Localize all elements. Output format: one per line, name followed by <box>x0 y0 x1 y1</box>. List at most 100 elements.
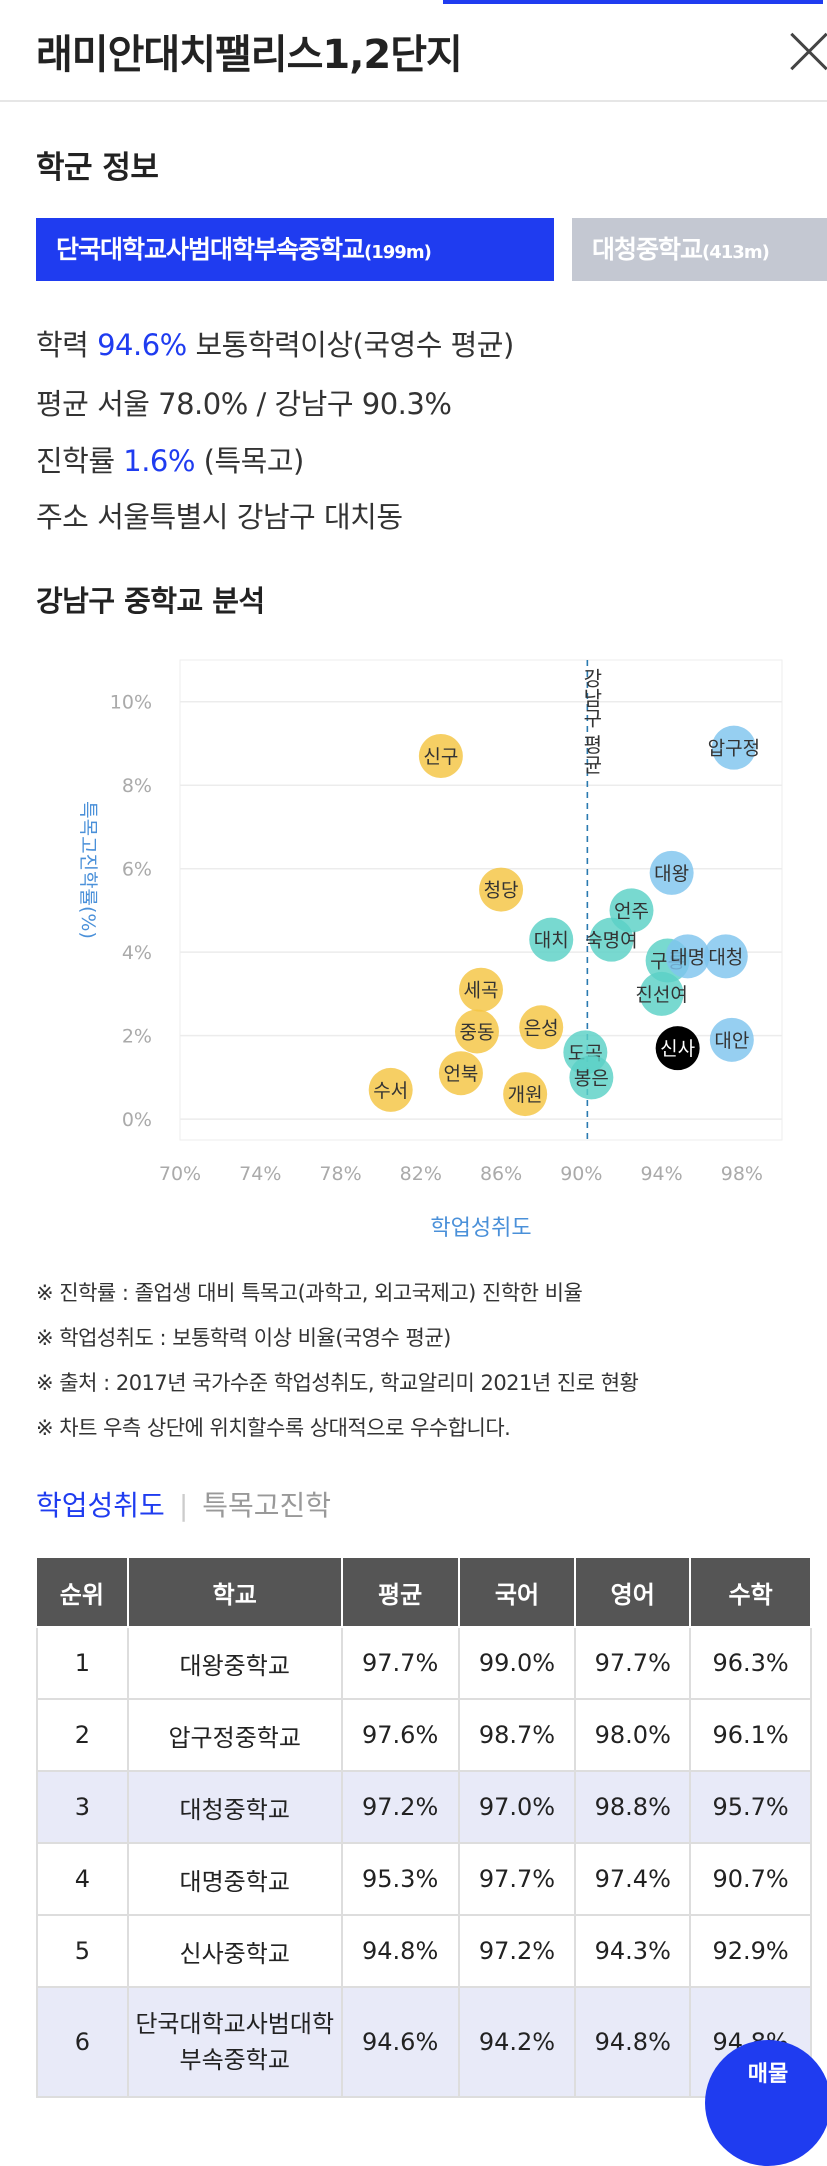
average-line: 평균 서울 78.0% / 강남구 90.3% <box>36 387 452 421</box>
table-header: 평균 <box>341 1556 460 1628</box>
note: ※ 진학률 : 졸업생 대비 특목고(과학고, 외고국제고) 진학한 비율 <box>36 1281 583 1305</box>
table-cell: 단국대학교사범대학부속중학교 <box>126 1986 343 2098</box>
y-tick-label: 6% <box>122 859 152 881</box>
school-tab-distance: (199m) <box>364 242 432 263</box>
table-header: 영어 <box>575 1556 692 1628</box>
scatter-point <box>438 1051 483 1096</box>
table-cell: 94.8% <box>574 1986 692 2098</box>
point-label: 수서 <box>373 1080 408 1102</box>
achievement-value: 94.6% <box>97 328 187 362</box>
table-header-row: 순위 학교 평균 국어 영어 수학 <box>37 1556 812 1628</box>
table-cell: 1 <box>36 1626 129 1700</box>
point-label: 숙명여 <box>585 930 637 952</box>
point-label: 신사 <box>660 1038 695 1060</box>
scatter-point <box>459 967 503 1012</box>
table-cell: 6 <box>36 1986 129 2098</box>
section-title-analysis: 강남구 중학교 분석 <box>36 584 265 618</box>
advance-label: 진학률 <box>36 444 115 478</box>
x-tick-label: 98% <box>721 1163 763 1185</box>
x-axis-label: 학업성취도 <box>430 1216 531 1241</box>
table-cell: 97.2% <box>457 1914 577 1988</box>
table-cell: 97.7% <box>457 1842 577 1916</box>
table-row-highlighted: 6 단국대학교사범대학부속중학교 94.6% 94.2% 94.8% 94.8% <box>36 1986 812 2098</box>
average-reference-label: 강남구 평균 <box>579 668 603 775</box>
point-label: 중동 <box>460 1021 495 1043</box>
point-label: 진선여 <box>635 984 687 1006</box>
table-header: 학교 <box>127 1556 343 1628</box>
y-tick-label: 0% <box>122 1109 152 1131</box>
sort-tabs: 학업성취도 | 특목고진학 <box>36 1484 331 1524</box>
table-cell: 2 <box>36 1698 129 1772</box>
point-label: 압구정 <box>708 738 760 760</box>
listings-fab-button[interactable]: 매물 <box>705 2040 827 2166</box>
table-cell: 5 <box>36 1914 129 1988</box>
point-label: 대치 <box>534 930 569 952</box>
school-tab-name: 단국대학교사범대학부속중학교 <box>56 235 365 264</box>
table-row: 1 대왕중학교 97.7% 99.0% 97.7% 96.3% <box>36 1626 812 1700</box>
school-tab-dankook[interactable]: 단국대학교사범대학부속중학교(199m) <box>36 218 554 281</box>
note: ※ 차트 우측 상단에 위치할수록 상대적으로 우수합니다. <box>36 1416 511 1440</box>
y-tick-label: 2% <box>122 1026 152 1048</box>
y-tick-label: 8% <box>122 775 152 797</box>
school-tab-distance: (413m) <box>702 242 770 263</box>
scatter-point <box>479 867 524 912</box>
x-tick-label: 82% <box>400 1163 442 1185</box>
table-cell: 97.0% <box>457 1770 577 1844</box>
scatter-point <box>609 888 654 933</box>
point-label: 봉은 <box>574 1067 609 1089</box>
scatter-point <box>711 725 756 770</box>
y-tick-label: 10% <box>110 692 152 714</box>
scatter-point <box>454 1009 499 1054</box>
table-cell: 98.8% <box>574 1770 692 1844</box>
table-cell: 3 <box>36 1770 129 1844</box>
x-tick-label: 70% <box>159 1163 201 1185</box>
table-header: 순위 <box>37 1556 129 1628</box>
table-cell: 96.1% <box>689 1698 812 1772</box>
sort-tab-special-advance[interactable]: 특목고진학 <box>202 1489 332 1522</box>
table-cell: 92.9% <box>689 1914 812 1988</box>
table-cell: 99.0% <box>457 1626 577 1700</box>
point-label: 은성 <box>524 1017 559 1039</box>
section-title-school-info: 학군 정보 <box>36 150 159 186</box>
scatter-point <box>569 1055 614 1100</box>
y-tick-label: 4% <box>122 942 152 964</box>
table-cell: 96.3% <box>689 1626 812 1700</box>
x-tick-label: 90% <box>560 1163 602 1185</box>
advance-rate-line: 진학률 1.6% (특목고) <box>36 438 304 480</box>
table-cell: 신사중학교 <box>126 1914 343 1988</box>
scatter-point <box>529 917 574 962</box>
point-label: 세곡 <box>464 980 499 1002</box>
table-cell: 95.3% <box>340 1842 460 1916</box>
table-cell: 94.8% <box>340 1914 460 1988</box>
table-cell: 94.2% <box>457 1986 577 2098</box>
x-tick-label: 86% <box>480 1163 522 1185</box>
x-tick-label: 94% <box>640 1163 682 1185</box>
point-label: 언북 <box>443 1063 478 1085</box>
close-button[interactable] <box>784 30 827 74</box>
school-tab-daecheong[interactable]: 대청중학교(413m) <box>572 218 827 281</box>
x-tick-label: 74% <box>239 1163 281 1185</box>
scatter-point <box>368 1067 413 1112</box>
point-label: 청당 <box>484 880 519 902</box>
table-cell: 압구정중학교 <box>126 1698 343 1772</box>
point-label: 언주 <box>614 900 649 922</box>
scatter-point <box>503 1072 548 1117</box>
x-tick-label: 78% <box>319 1163 361 1185</box>
table-cell: 97.2% <box>340 1770 460 1844</box>
sort-tab-achievement[interactable]: 학업성취도 <box>36 1489 165 1522</box>
scatter-point <box>709 1017 754 1062</box>
table-row: 2 압구정중학교 97.6% 98.7% 98.0% 96.1% <box>36 1698 812 1772</box>
note: ※ 출처 : 2017년 국가수준 학업성취도, 학교알리미 2021년 진로 … <box>36 1371 639 1395</box>
scatter-point <box>703 934 748 979</box>
table-cell: 98.7% <box>457 1698 577 1772</box>
scatter-point <box>665 934 710 979</box>
scatter-point <box>418 734 463 778</box>
note: ※ 학업성취도 : 보통학력 이상 비율(국영수 평균) <box>36 1326 451 1350</box>
top-accent-bar <box>443 0 823 4</box>
achievement-suffix: 보통학력이상(국영수 평균) <box>195 328 514 362</box>
scatter-point <box>649 850 694 895</box>
y-axis-label: 특목고진학률(%) <box>77 801 99 939</box>
table-cell: 94.6% <box>340 1986 460 2098</box>
scatter-point <box>639 971 684 1016</box>
page-title: 래미안대치팰리스1,2단지 <box>36 32 463 78</box>
